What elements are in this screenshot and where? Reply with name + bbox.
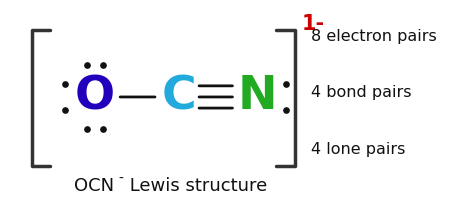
Text: C: C (161, 75, 195, 119)
Text: -: - (118, 172, 123, 186)
Text: 4 bond pairs: 4 bond pairs (310, 85, 411, 100)
Text: N: N (237, 75, 277, 119)
Text: OCN: OCN (74, 177, 114, 195)
Text: 8 electron pairs: 8 electron pairs (310, 29, 436, 44)
Text: O: O (75, 75, 115, 119)
Text: Lewis structure: Lewis structure (124, 177, 267, 195)
Text: 1-: 1- (301, 14, 324, 34)
Text: 4 lone pairs: 4 lone pairs (310, 142, 404, 157)
